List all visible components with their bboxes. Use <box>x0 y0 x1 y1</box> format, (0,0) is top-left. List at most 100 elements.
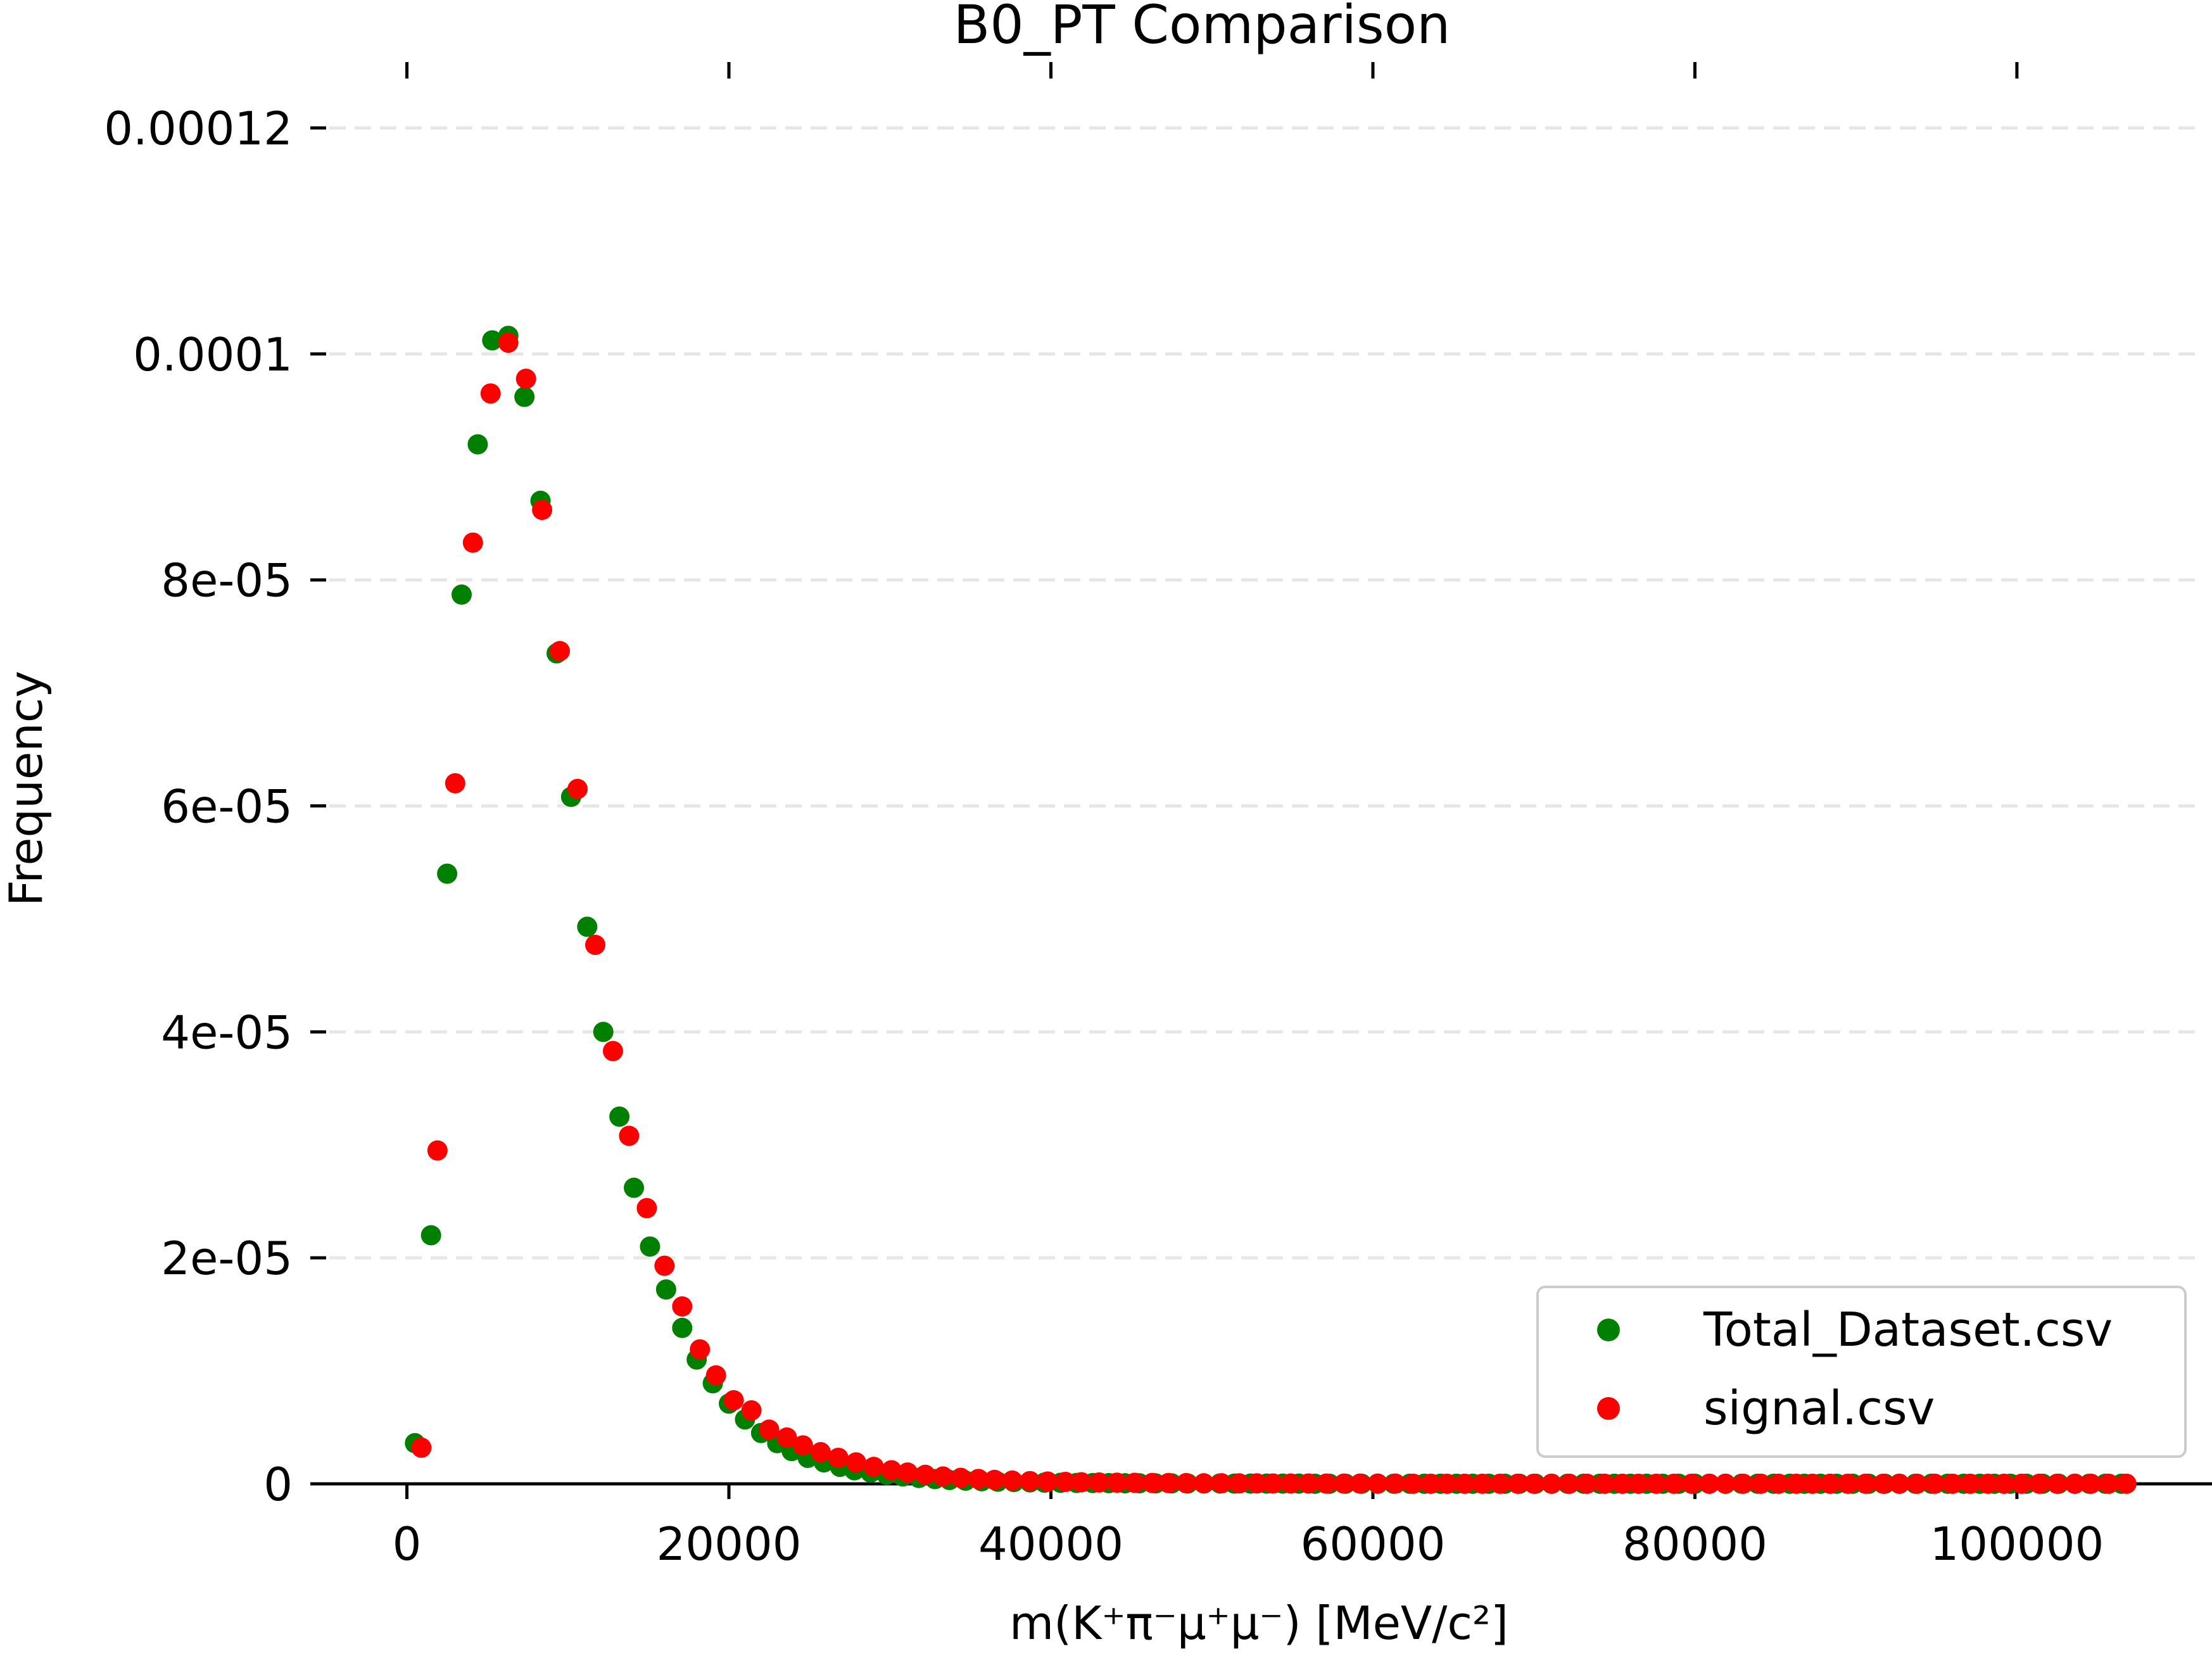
x-tick-label: 100000 <box>1930 1517 2104 1571</box>
signal-point <box>427 1140 448 1161</box>
signal-point <box>1071 1472 1092 1493</box>
y-tick-label: 0.00012 <box>104 102 293 155</box>
signal-point <box>1612 1473 1633 1494</box>
signal-point <box>915 1464 936 1485</box>
x-tick-label: 60000 <box>1300 1517 1445 1571</box>
signal-point <box>654 1255 675 1276</box>
signal-point <box>2029 1473 2050 1494</box>
signal-point <box>1873 1473 1893 1494</box>
signal-point <box>1037 1471 1058 1492</box>
signal-point <box>411 1437 432 1458</box>
total-dataset-point <box>655 1279 676 1300</box>
signal-point <box>1349 1473 1370 1494</box>
signal-point <box>498 332 519 353</box>
y-tick-label: 0.0001 <box>133 328 293 381</box>
signal-point <box>845 1452 866 1473</box>
total-dataset-point <box>437 863 458 884</box>
signal-point <box>1699 1473 1720 1494</box>
signal-point <box>462 532 483 553</box>
signal-point <box>1786 1473 1807 1494</box>
total-dataset-point <box>672 1317 693 1338</box>
signal-point <box>1229 1473 1249 1494</box>
signal-point <box>897 1462 918 1483</box>
signal-point <box>1907 1473 1928 1494</box>
signal-point <box>1454 1473 1475 1494</box>
total-dataset-point <box>577 916 598 937</box>
total-dataset-point <box>593 1022 614 1042</box>
total-dataset-point <box>451 584 472 605</box>
signal-point <box>1436 1473 1457 1494</box>
signal-point <box>532 500 553 521</box>
signal-point <box>1750 1473 1771 1494</box>
signal-point <box>2116 1473 2137 1494</box>
legend-label-signal: signal.csv <box>1703 1381 1935 1436</box>
signal-point <box>1176 1472 1197 1493</box>
signal-point <box>1246 1473 1267 1494</box>
signal-point <box>933 1466 954 1487</box>
signal-point <box>2011 1473 2032 1494</box>
total-dataset-point <box>467 434 488 455</box>
total-dataset-point <box>609 1106 630 1127</box>
signal-point <box>705 1365 726 1386</box>
signal-point <box>2098 1473 2119 1494</box>
signal-point <box>1820 1473 1840 1494</box>
signal-point <box>1142 1472 1163 1493</box>
gridlines <box>329 126 2204 1260</box>
signal-point <box>1942 1473 1963 1494</box>
signal-point <box>1978 1473 1999 1494</box>
signal-point <box>810 1442 831 1463</box>
signal-point <box>1334 1473 1355 1494</box>
signal-point <box>1194 1473 1215 1494</box>
signal-point <box>1595 1473 1615 1494</box>
signal-point <box>1646 1473 1667 1494</box>
signal-point <box>1507 1473 1528 1494</box>
total-dataset-point <box>640 1236 660 1257</box>
signal-point <box>1628 1473 1649 1494</box>
data-points <box>405 326 2137 1494</box>
signal-point <box>1994 1473 2014 1494</box>
signal-point <box>1403 1473 1424 1494</box>
signal-point <box>723 1389 744 1410</box>
y-tick-label: 6e-05 <box>161 780 293 833</box>
legend-box <box>1536 1286 2187 1458</box>
x-axis-label: m(K⁺π⁻μ⁺μ⁻) [MeV/c²] <box>1009 1597 1508 1650</box>
signal-point <box>1420 1473 1441 1494</box>
signal-point <box>881 1460 902 1481</box>
signal-point <box>1541 1473 1562 1494</box>
signal-point <box>445 773 465 794</box>
signal-point <box>1855 1473 1876 1494</box>
signal-point <box>1055 1471 1076 1492</box>
x-tick-label: 40000 <box>978 1517 1123 1571</box>
signal-point <box>1298 1473 1319 1494</box>
signal-point <box>619 1125 640 1146</box>
signal-point <box>1489 1473 1510 1494</box>
signal-point <box>863 1457 884 1478</box>
signal-point <box>1715 1473 1736 1494</box>
signal-point <box>1263 1473 1284 1494</box>
total-dataset-point <box>420 1225 441 1246</box>
y-tick-label: 8e-05 <box>161 554 293 607</box>
signal-point <box>1020 1471 1040 1491</box>
signal-point <box>1106 1472 1127 1493</box>
signal-point <box>1960 1473 1981 1494</box>
signal-point <box>567 778 588 799</box>
signal-point <box>1316 1473 1337 1494</box>
signal-point <box>1367 1473 1388 1494</box>
signal-point <box>828 1447 849 1468</box>
y-tick-label: 0 <box>263 1458 293 1511</box>
signal-point <box>2064 1473 2085 1494</box>
legend-marker-total-dataset <box>1597 1319 1620 1341</box>
signal-point <box>1577 1473 1598 1494</box>
signal-point <box>480 383 501 404</box>
total-dataset-point <box>482 330 503 351</box>
signal-point <box>776 1427 797 1448</box>
signal-point <box>968 1469 989 1490</box>
signal-point <box>1524 1473 1545 1494</box>
signal-point <box>1837 1473 1858 1494</box>
total-dataset-point <box>514 386 535 407</box>
signal-point <box>1385 1473 1406 1494</box>
signal-point <box>2080 1473 2101 1494</box>
signal-point <box>1124 1472 1145 1493</box>
signal-point <box>1681 1473 1702 1494</box>
